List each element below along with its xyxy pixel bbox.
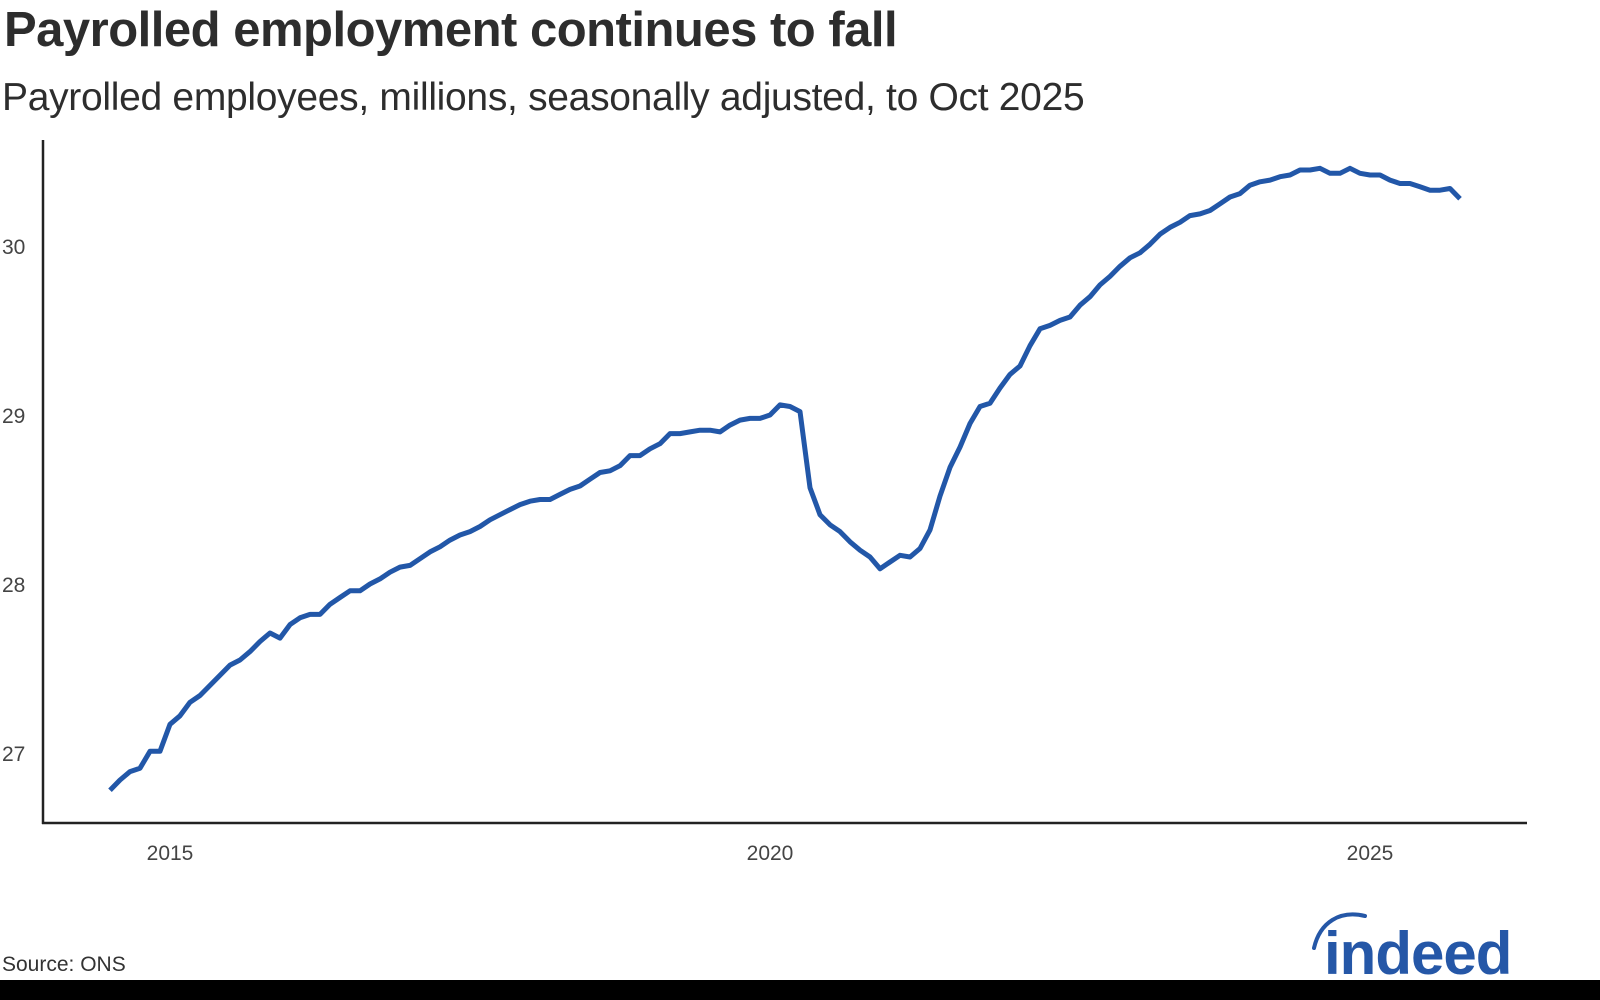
indeed-logo-arc-icon: [1312, 912, 1367, 950]
svg-text:indeed: indeed: [1324, 920, 1511, 980]
y-axis: 27 28 29 30: [2, 140, 45, 824]
bottom-bar: [0, 980, 1600, 1000]
x-axis: 2015 2020 2025: [42, 821, 1527, 865]
line-chart: 27 28 29 30 2015 2020 2025: [2, 140, 1527, 865]
x-tick-labels: 2015 2020 2025: [147, 842, 1394, 865]
y-tick-label: 28: [2, 574, 25, 597]
x-tick-label: 2020: [747, 842, 794, 865]
chart-title: Payrolled employment continues to fall: [4, 3, 898, 57]
y-tick-label: 30: [2, 236, 25, 259]
source-note: Source: ONS: [2, 953, 126, 976]
y-tick-labels: 27 28 29 30: [2, 236, 25, 766]
indeed-logo: indeed: [1312, 912, 1512, 980]
x-tick-label: 2025: [1347, 842, 1394, 865]
x-tick-label: 2015: [147, 842, 194, 865]
payrolled-employees-line: [108, 165, 1462, 792]
y-tick-label: 27: [2, 743, 25, 766]
y-tick-label: 29: [2, 405, 25, 428]
chart-subtitle: Payrolled employees, millions, seasonall…: [2, 76, 1085, 119]
